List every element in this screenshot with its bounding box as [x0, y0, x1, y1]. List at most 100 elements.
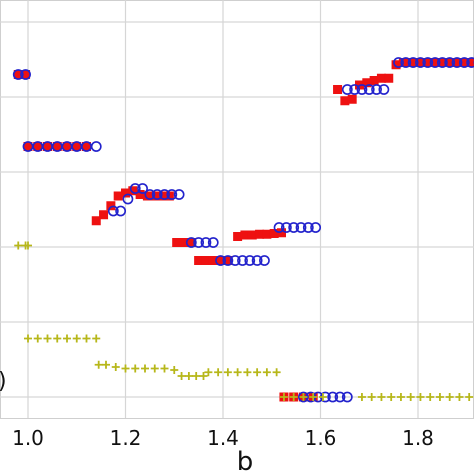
- data-point-circle: [436, 57, 448, 68]
- series-square: [13, 58, 474, 402]
- data-point-plus: [170, 366, 179, 374]
- data-point-circle: [244, 255, 256, 266]
- data-point-plus: [272, 368, 281, 377]
- data-point-plus: [416, 393, 425, 401]
- series-plus: [14, 241, 474, 401]
- data-point-square: [128, 186, 138, 196]
- data-point-plus: [82, 334, 91, 343]
- data-point-square: [23, 142, 33, 151]
- data-point-plus: [92, 334, 101, 343]
- data-point-square: [91, 216, 101, 226]
- data-point-circle: [259, 255, 270, 266]
- data-point-plus: [63, 334, 71, 343]
- data-point-plus: [199, 372, 208, 380]
- data-point-circle: [115, 205, 127, 217]
- data-point-circle: [466, 57, 474, 68]
- data-point-square: [277, 228, 286, 238]
- data-point-circle: [107, 205, 119, 217]
- data-point-square: [82, 142, 91, 151]
- data-point-circle: [310, 222, 322, 233]
- data-point-plus: [435, 393, 444, 401]
- data-point-circle: [349, 84, 361, 95]
- data-point-circle: [237, 255, 248, 266]
- data-point-circle: [378, 84, 390, 95]
- data-point-plus: [387, 393, 396, 401]
- data-point-plus: [43, 334, 52, 343]
- x-tick-label: 1.2: [110, 426, 142, 450]
- data-point-square: [135, 190, 145, 199]
- data-point-plus: [131, 364, 140, 373]
- data-point-plus: [445, 393, 454, 401]
- data-point-circle: [12, 69, 24, 80]
- data-point-plus: [367, 393, 376, 401]
- data-point-square: [247, 230, 257, 240]
- data-point-plus: [160, 364, 169, 373]
- data-point-circle: [356, 84, 368, 95]
- data-point-circle: [458, 57, 470, 68]
- data-point-plus: [94, 360, 103, 369]
- data-point-plus: [141, 364, 149, 373]
- data-point-circle: [137, 183, 148, 194]
- data-point-square: [216, 256, 226, 265]
- data-point-plus: [72, 334, 81, 343]
- x-tick-labels: 1.0 1.2 1.4 1.6 1.8: [12, 426, 434, 450]
- data-point-plus: [233, 368, 242, 377]
- series-circle: [12, 57, 474, 403]
- data-point-square: [194, 256, 204, 265]
- data-point-square: [233, 232, 243, 241]
- data-point-plus: [184, 372, 193, 380]
- data-point-square: [347, 94, 357, 104]
- data-point-circle: [193, 237, 205, 248]
- panel-label: ): [0, 369, 7, 394]
- data-point-square: [240, 230, 250, 240]
- data-point-circle: [444, 57, 456, 68]
- data-point-circle: [173, 189, 185, 200]
- data-point-square: [369, 76, 379, 85]
- data-point-circle: [90, 141, 102, 152]
- data-point-circle: [298, 391, 309, 403]
- data-point-circle: [407, 57, 419, 68]
- data-point-circle: [400, 57, 412, 68]
- data-point-plus: [279, 393, 288, 401]
- data-point-plus: [426, 393, 435, 401]
- data-point-circle: [207, 237, 219, 248]
- data-point-circle: [422, 57, 434, 68]
- data-point-square: [223, 256, 233, 265]
- x-tick-label: 1.4: [207, 426, 239, 450]
- data-point-circle: [288, 222, 300, 233]
- data-point-square: [21, 70, 31, 79]
- data-point-plus: [309, 393, 318, 401]
- data-point-plus: [289, 393, 298, 401]
- data-point-circle: [200, 237, 212, 248]
- data-point-plus: [377, 393, 386, 401]
- data-point-circle: [451, 57, 463, 68]
- data-point-plus: [262, 368, 271, 377]
- data-point-circle: [215, 255, 226, 266]
- data-point-plus: [243, 368, 252, 377]
- data-point-square: [340, 96, 350, 106]
- data-marks: [12, 57, 474, 403]
- data-point-plus: [24, 241, 32, 250]
- data-point-plus: [53, 334, 62, 343]
- data-point-plus: [177, 372, 186, 380]
- data-point-circle: [341, 391, 353, 403]
- data-point-square: [62, 142, 72, 151]
- data-point-circle: [144, 189, 156, 200]
- data-point-square: [172, 238, 182, 247]
- data-point-plus: [214, 368, 223, 377]
- data-point-square: [52, 142, 62, 151]
- data-point-circle: [334, 391, 346, 403]
- x-tick-label: 1.0: [12, 426, 44, 450]
- data-point-circle: [122, 193, 134, 205]
- data-point-circle: [295, 222, 307, 233]
- data-point-square: [384, 73, 394, 83]
- data-point-square: [376, 73, 386, 83]
- data-point-square: [142, 191, 152, 201]
- data-point-square: [99, 210, 109, 220]
- data-point-plus: [111, 363, 120, 371]
- data-point-square: [13, 70, 23, 79]
- data-point-circle: [222, 255, 234, 266]
- data-point-circle: [371, 84, 382, 95]
- grid: [0, 0, 474, 419]
- data-point-plus: [223, 368, 232, 377]
